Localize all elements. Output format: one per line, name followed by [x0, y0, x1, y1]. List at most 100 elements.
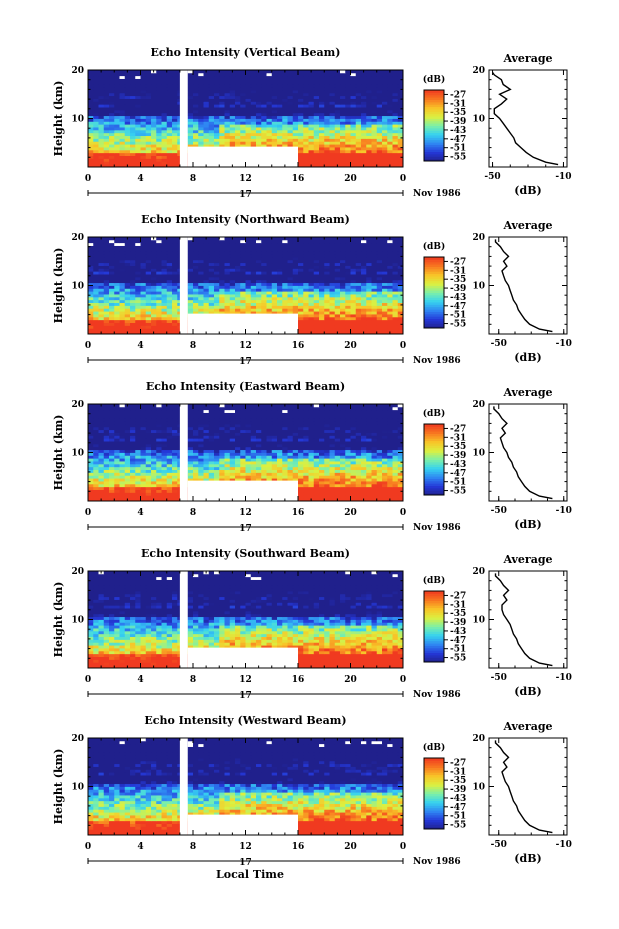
heatmap-cell	[235, 129, 241, 134]
heatmap-cell	[198, 87, 204, 91]
heatmap-cell	[214, 124, 220, 128]
heatmap-cell	[235, 265, 241, 269]
heatmap-cell	[193, 104, 199, 108]
heatmap-cell	[366, 305, 372, 309]
heatmap-cell	[93, 259, 99, 264]
heatmap-cell	[161, 262, 168, 266]
heatmap-cell	[187, 95, 194, 99]
heatmap-cell	[151, 72, 157, 77]
heatmap-cell	[287, 279, 294, 284]
heatmap-cell	[245, 248, 252, 252]
heatmap-cell	[156, 138, 162, 142]
heatmap-cell	[361, 481, 367, 485]
heatmap-cell	[214, 78, 220, 82]
heatmap-cell	[282, 129, 288, 134]
heatmap-cell	[156, 87, 162, 91]
heatmap-cell	[124, 268, 131, 272]
heatmap-cell	[130, 84, 136, 88]
colorbar-segment	[424, 130, 444, 134]
heatmap-cell	[329, 161, 336, 165]
heatmap-cell	[340, 285, 346, 289]
heatmap-cell	[219, 288, 225, 292]
heatmap-cell	[392, 141, 399, 145]
heatmap-cell	[109, 262, 115, 266]
heatmap-cell	[161, 268, 168, 272]
heatmap-cell	[308, 135, 315, 139]
heatmap-cell	[397, 158, 404, 162]
heatmap-cell	[313, 486, 320, 490]
heatmap-cell	[319, 325, 325, 329]
heatmap-cell	[240, 251, 246, 255]
heatmap-cell	[135, 316, 141, 321]
heatmap-cell	[103, 489, 110, 493]
heatmap-cell	[366, 282, 372, 286]
heatmap-cell	[103, 152, 110, 156]
heatmap-cell	[88, 147, 94, 151]
heatmap-cell	[376, 132, 383, 137]
heatmap-cell	[345, 164, 351, 168]
heatmap-cell	[303, 322, 309, 326]
heatmap-cell	[350, 141, 357, 145]
heatmap-cell	[161, 331, 168, 335]
heatmap-cell	[229, 109, 236, 114]
heatmap-cell	[282, 101, 288, 105]
heatmap-cell	[292, 239, 299, 244]
heatmap-cell	[130, 299, 136, 304]
heatmap-cell	[124, 285, 131, 289]
heatmap-cell	[135, 144, 141, 148]
heatmap-cell	[392, 152, 399, 156]
heatmap-cell	[193, 141, 199, 145]
heatmap-cell	[245, 271, 252, 275]
heatmap-cell	[271, 254, 278, 258]
heatmap-cell	[198, 242, 204, 246]
heatmap-cell	[256, 84, 262, 88]
heatmap-cell	[340, 316, 346, 321]
heatmap-cell	[224, 124, 231, 128]
heatmap-cell	[277, 115, 283, 119]
heatmap-cell	[261, 279, 267, 284]
date-label: Nov 1986	[413, 356, 461, 366]
heatmap-cell	[124, 265, 131, 269]
colorbar-segment	[424, 99, 444, 103]
heatmap-cell	[103, 316, 110, 321]
heatmap-cell	[319, 486, 325, 490]
heatmap-cell	[124, 239, 131, 244]
heatmap-cell	[271, 265, 278, 269]
heatmap-cell	[130, 302, 136, 306]
heatmap-cell	[277, 138, 283, 142]
heatmap-cell	[135, 282, 141, 286]
colorbar-segment	[424, 306, 444, 310]
heatmap-cell	[319, 248, 325, 252]
heatmap-cell	[119, 254, 126, 258]
heatmap-cell	[103, 132, 110, 137]
heatmap-cell	[334, 121, 341, 125]
heatmap-cell	[124, 299, 131, 304]
heatmap-cell	[303, 478, 309, 482]
heatmap-cell	[145, 276, 152, 281]
heatmap-cell	[145, 305, 152, 309]
heatmap-cell	[340, 288, 346, 292]
heatmap-cell	[198, 282, 204, 286]
heatmap-cell	[219, 291, 225, 295]
heatmap-cell	[172, 70, 178, 74]
heatmap-cell	[313, 319, 320, 323]
heatmap-cell	[156, 254, 162, 258]
heatmap-cell	[355, 121, 362, 125]
heatmap-cell	[109, 164, 115, 168]
heatmap-cell	[334, 262, 341, 266]
heatmap-cell	[376, 305, 383, 309]
heatmap-cell	[151, 155, 157, 159]
heatmap-cell	[214, 268, 220, 272]
heatmap-cell	[219, 127, 225, 131]
heatmap-cell	[308, 316, 315, 321]
heatmap-cell	[109, 495, 115, 499]
heatmap-cell	[376, 95, 383, 99]
heatmap-cell	[319, 242, 325, 246]
heatmap-cell	[397, 132, 404, 137]
heatmap-cell	[292, 72, 299, 77]
heatmap-cell	[287, 121, 294, 125]
heatmap-cell	[366, 254, 372, 258]
heatmap-cell	[135, 107, 141, 111]
heatmap-cell	[271, 98, 278, 102]
heatmap-cell	[145, 328, 152, 332]
